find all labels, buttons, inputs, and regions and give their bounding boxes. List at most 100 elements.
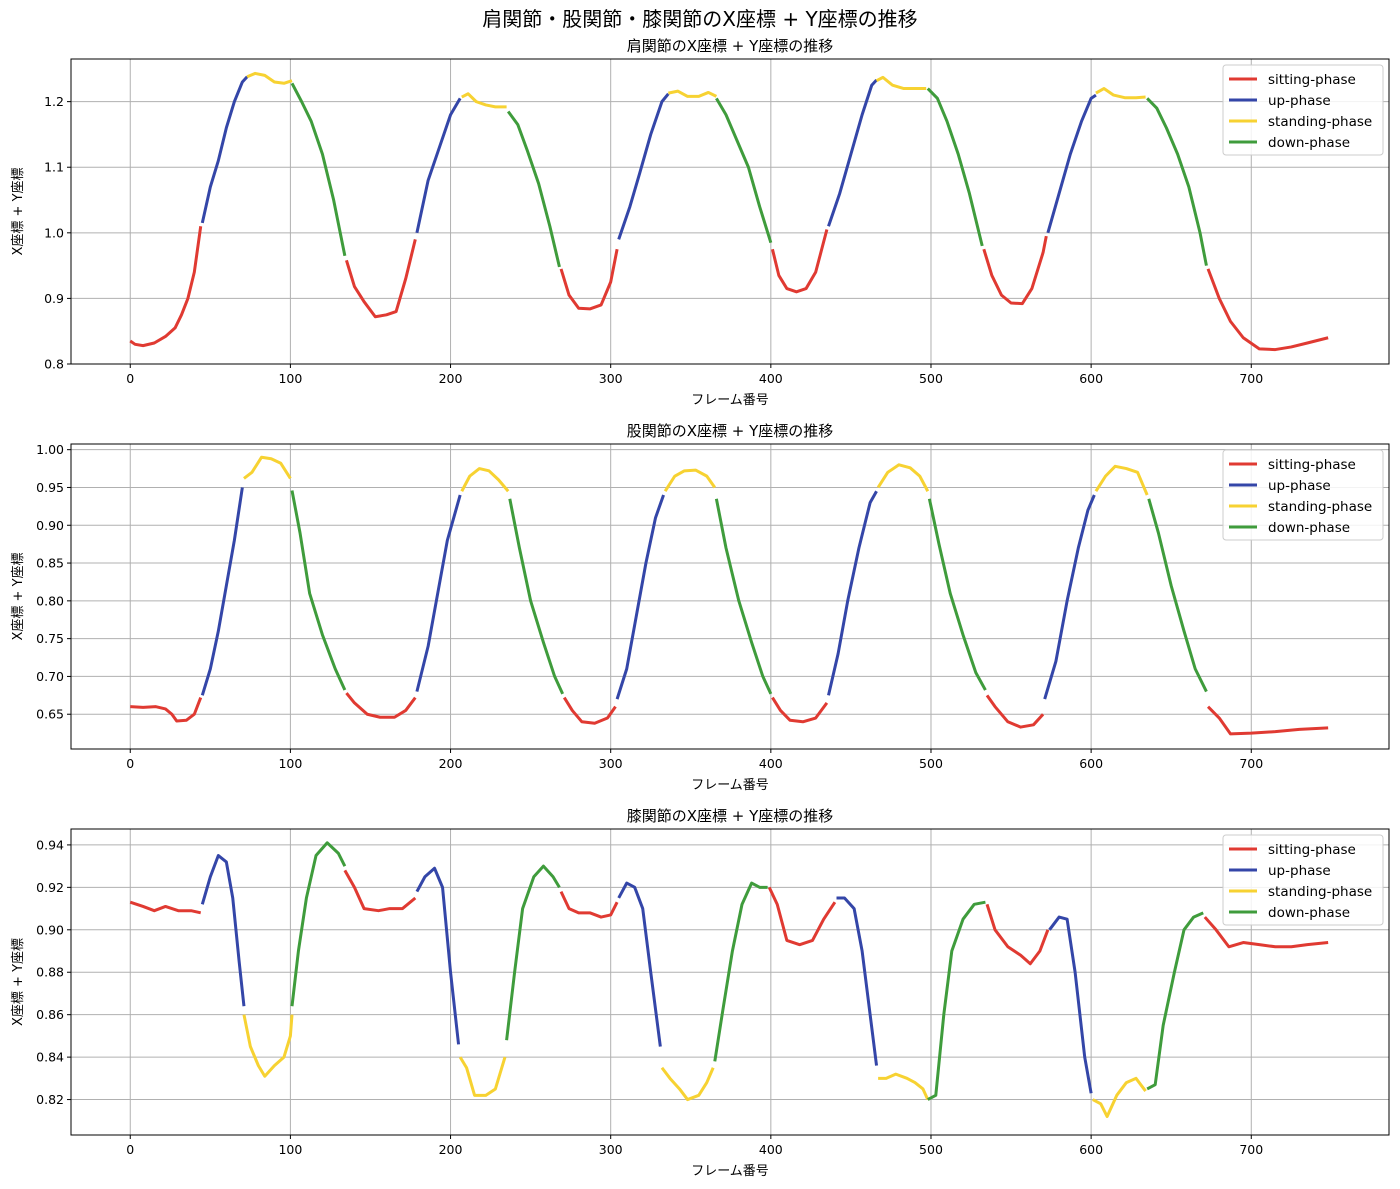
y-axis-ticks: 0.82 0.84 0.86 0.88 0.90 0.92 0.94	[36, 837, 71, 1107]
x-tick-label: 200	[439, 756, 463, 771]
subplot-shoulder: 肩関節のX座標 + Y座標の推移 0 100 200 300 400 500 600 700 …	[11, 37, 1390, 408]
down-phase-line	[290, 490, 347, 691]
legend-frame	[1222, 449, 1384, 541]
plot-area	[129, 841, 1329, 1119]
up-phase-line	[1043, 494, 1096, 700]
x-tick-label: 400	[759, 756, 783, 771]
x-tick-label: 300	[599, 371, 623, 386]
x-tick-label: 500	[919, 756, 943, 771]
y-tick-label: 0.8	[44, 357, 64, 372]
legend-frame	[1222, 64, 1384, 156]
legend: sitting-phase up-phase standing-phase down-…	[1222, 834, 1384, 926]
y-tick-label: 0.86	[36, 1007, 64, 1022]
axes-frame	[70, 443, 1390, 750]
sitting-phase-line	[767, 886, 837, 947]
down-phase-line	[505, 864, 561, 1041]
y-tick-label: 0.95	[36, 480, 64, 495]
y-tick-label: 0.85	[36, 556, 64, 571]
up-phase-line	[617, 881, 662, 1047]
y-tick-label: 0.94	[36, 837, 64, 852]
up-legend-label: up-phase	[1268, 93, 1331, 109]
plot-area	[130, 455, 1329, 736]
y-tick-label: 0.82	[36, 1092, 64, 1107]
down-phase-line	[1146, 911, 1204, 1091]
x-tick-label: 700	[1239, 756, 1263, 771]
sitting-phase-line	[343, 869, 417, 913]
y-tick-label: 1.1	[44, 160, 64, 175]
figure-suptitle: 肩関節・股関節・膝関節のX座標 + Y座標の推移	[482, 7, 917, 31]
up-phase-line	[200, 854, 246, 1007]
standing-legend-label: standing-phase	[1268, 884, 1372, 900]
standing-phase-line	[460, 467, 510, 493]
x-tick-label: 200	[439, 371, 463, 386]
down-phase-line	[927, 498, 987, 691]
down-legend-label: down-phase	[1268, 135, 1350, 151]
up-phase-line	[615, 494, 665, 700]
sitting-phase-line	[1203, 916, 1329, 949]
up-phase-line	[1048, 915, 1093, 1094]
sitting-phase-line	[771, 696, 829, 724]
sitting-phase-line	[770, 229, 829, 294]
standing-phase-line	[668, 89, 718, 98]
y-tick-label: 0.80	[36, 593, 64, 608]
x-tick-label: 0	[126, 1142, 134, 1157]
subplot-hip: 股関節のX座標 + Y座標の推移 0 100 200 300 400 500 600 700 …	[11, 422, 1390, 793]
legend-frame	[1222, 834, 1384, 926]
y-tick-label: 0.70	[36, 669, 64, 684]
y-tick-label: 0.75	[36, 631, 64, 646]
standing-phase-line	[242, 1014, 294, 1078]
x-tick-label: 0	[126, 756, 134, 771]
x-tick-label: 600	[1079, 371, 1103, 386]
standing-phase-line	[663, 468, 717, 493]
down-phase-line	[506, 110, 561, 268]
sitting-phase-line	[985, 694, 1045, 729]
y-tick-label: 0.9	[44, 291, 64, 306]
x-tick-label: 100	[278, 756, 302, 771]
x-axis-ticks: 0 100 200 300 400 500 600 700	[126, 364, 1263, 386]
up-phase-line	[836, 896, 879, 1066]
y-tick-label: 1.2	[44, 94, 64, 109]
up-legend-label: up-phase	[1268, 863, 1331, 879]
down-phase-line	[715, 97, 773, 244]
legend: sitting-phase up-phase standing-phase down-…	[1222, 449, 1384, 541]
y-axis-ticks: 0.65 0.70 0.75 0.80 0.85 0.90 0.95 1.00	[36, 442, 71, 722]
standing-legend-label: standing-phase	[1268, 499, 1372, 515]
standing-phase-line	[1094, 464, 1149, 496]
up-phase-line	[1046, 93, 1097, 234]
down-phase-line	[508, 498, 565, 695]
sitting-phase-line	[130, 697, 203, 723]
y-tick-label: 0.92	[36, 880, 64, 895]
grid-lines	[71, 444, 1389, 749]
sitting-phase-line	[129, 900, 202, 915]
x-tick-label: 0	[126, 371, 134, 386]
y-axis-label: X座標 + Y座標	[11, 552, 26, 640]
y-tick-label: 0.65	[36, 707, 64, 722]
up-legend-label: up-phase	[1268, 478, 1331, 494]
down-legend-label: down-phase	[1268, 905, 1350, 921]
up-phase-line	[827, 490, 878, 696]
x-tick-label: 700	[1239, 1142, 1263, 1157]
sitting-legend-label: sitting-phase	[1268, 72, 1356, 88]
down-phase-line	[714, 498, 773, 695]
sitting-phase-line	[129, 226, 203, 348]
x-tick-label: 400	[759, 371, 783, 386]
x-tick-label: 200	[439, 1142, 463, 1157]
sitting-phase-line	[1206, 268, 1329, 352]
x-axis-ticks: 0 100 200 300 400 500 600 700	[126, 749, 1263, 771]
x-axis-label: フレーム番号	[691, 1164, 769, 1179]
y-axis-label: X座標 + Y座標	[11, 167, 26, 255]
y-tick-label: 1.00	[36, 442, 64, 457]
y-tick-label: 0.84	[36, 1050, 64, 1065]
x-tick-label: 500	[919, 1142, 943, 1157]
y-tick-label: 1.0	[44, 225, 64, 240]
x-axis-ticks: 0 100 200 300 400 500 600 700	[126, 1135, 1263, 1157]
subplot-title: 膝関節のX座標 + Y座標の推移	[627, 807, 834, 825]
plot-area	[129, 71, 1329, 352]
x-tick-label: 400	[759, 1142, 783, 1157]
standing-phase-line	[246, 71, 293, 85]
sitting-phase-line	[562, 696, 617, 725]
up-phase-line	[200, 487, 244, 696]
standing-phase-line	[1095, 87, 1146, 100]
down-phase-line	[290, 841, 347, 1007]
down-phase-line	[290, 82, 347, 257]
